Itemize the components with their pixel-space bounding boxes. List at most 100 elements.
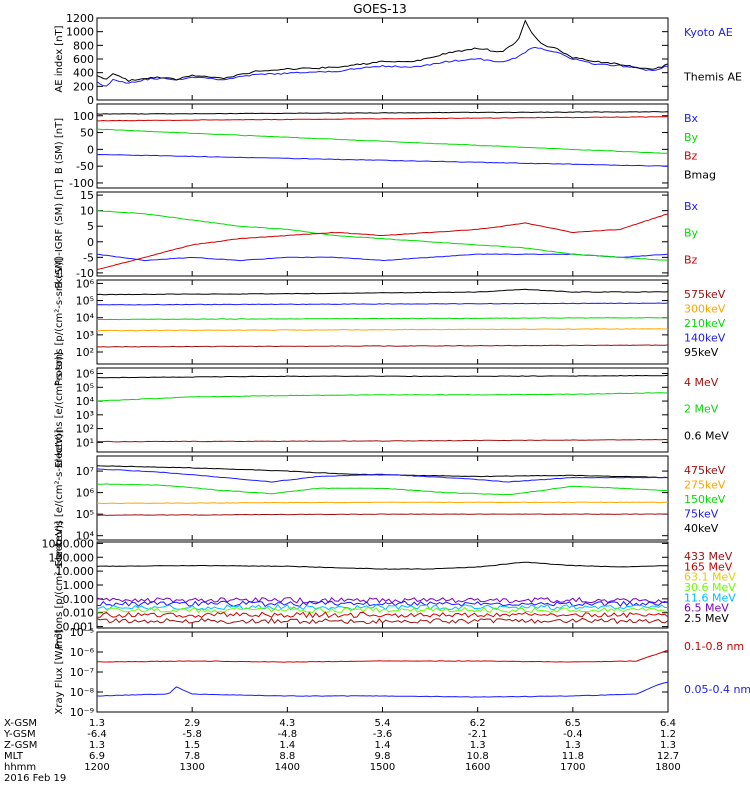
axis-row-label: X-GSM (4, 718, 37, 729)
panel-ylabel: Electrons [e/(cm²-s-sr-keV)] (54, 429, 65, 566)
legend-entry: 11.6 MeV (684, 591, 736, 604)
axis-value: 1.3 (89, 740, 105, 751)
series-75kev (96, 468, 669, 483)
y-tick-label: 50 (80, 127, 94, 140)
y-tick-label: 100.000 (49, 551, 95, 564)
legend-entry: Bmag (684, 168, 716, 181)
axis-row-label: Y-GSM (3, 729, 36, 740)
y-tick-label: 10⁴ (76, 312, 95, 325)
series-95kev (96, 344, 669, 348)
axis-value: 1.5 (184, 740, 200, 751)
y-tick-label: 10¹ (76, 436, 94, 449)
axis-value: 11.8 (562, 751, 584, 762)
legend-entry: 0.6 MeV (684, 429, 729, 442)
series-575kev (96, 288, 669, 296)
axis-value: 12.7 (657, 751, 679, 762)
y-tick-label: 10⁴ (76, 530, 95, 543)
panel-frame-6 (96, 541, 669, 629)
series-2-mev (96, 392, 669, 402)
series-300kev (96, 302, 669, 306)
series-by (96, 128, 668, 154)
legend-entry: 433 MeV (684, 550, 733, 563)
axis-value: 1.3 (565, 740, 581, 751)
axis-value: 6.5 (565, 718, 581, 729)
legend-entry: 140keV (684, 332, 726, 345)
series-40kev (96, 465, 669, 479)
panel-ylabel: Protons [p/(cm²-s-sr-keV)] (54, 258, 65, 386)
legend-entry: Kyoto AE (684, 26, 733, 39)
series-6-5-mev (96, 596, 669, 604)
y-tick-label: 0 (87, 236, 94, 249)
legend-entry: 210keV (684, 317, 726, 330)
axis-value: 1.3 (89, 718, 105, 729)
legend-entry: 300keV (684, 303, 726, 316)
panel-frame-1 (96, 103, 669, 189)
legend-entry: 30.6 MeV (684, 581, 736, 594)
legend-entry: 0.05-0.4 nm (684, 683, 750, 696)
axis-value: 1500 (370, 762, 395, 773)
axis-value: 6.4 (660, 718, 676, 729)
series-140kev (96, 328, 668, 332)
y-tick-label: 200 (73, 80, 94, 93)
series-bz (97, 116, 669, 122)
panel-ylabel: Electrons [e/(cm²-s-sr)] (54, 352, 65, 468)
axis-value: 1600 (465, 762, 490, 773)
legend-entry: By (684, 131, 699, 144)
axis-value: 2.9 (184, 718, 200, 729)
series-kyoto-ae (96, 46, 669, 87)
legend-entry: 165 MeV (684, 560, 733, 573)
series-bx (96, 153, 669, 167)
panel-frame-5 (96, 455, 669, 541)
y-tick-label: 0.001 (63, 621, 95, 634)
legend-entry: 40keV (684, 522, 719, 535)
series-themis-ae (96, 19, 669, 83)
legend-entry: 63.1 MeV (684, 571, 736, 584)
y-tick-label: 10⁶ (76, 487, 95, 500)
plot-title: GOES-13 (353, 2, 407, 16)
panel-frame-4 (96, 367, 669, 453)
panel-ylabel: AE index [nT] (54, 25, 65, 92)
y-tick-label: 0 (87, 143, 94, 156)
axis-row-label: hhmm (4, 762, 36, 773)
y-tick-label: 1000 (66, 26, 94, 39)
legend-entry: 575keV (684, 288, 726, 301)
y-tick-label: 10² (76, 423, 94, 436)
axis-value: -6.4 (87, 729, 107, 740)
series-0-05-0-4-nm (96, 681, 669, 698)
axis-value: 1.4 (375, 740, 391, 751)
legend-entry: 2 MeV (684, 403, 719, 416)
axis-value: 6.2 (470, 718, 486, 729)
y-tick-label: 0.010 (63, 607, 95, 620)
panel-ylabel: B (SM)-IGRF (SM) [nT] (54, 179, 65, 288)
y-tick-label: 0.100 (63, 593, 95, 606)
y-tick-label: 10⁵ (76, 508, 94, 521)
y-tick-label: 10³ (76, 409, 94, 422)
axis-value: 1400 (275, 762, 300, 773)
series-475kev (97, 513, 668, 516)
axis-row-label: 2016 Feb 19 (4, 773, 66, 784)
legend-entry: Bz (684, 150, 698, 163)
axis-value: -3.6 (373, 729, 393, 740)
y-tick-label: 5 (87, 220, 94, 233)
panel-ylabel: Xray Flux [W/m²] (54, 629, 65, 714)
y-tick-label: 1200 (66, 12, 94, 25)
y-tick-label: 10⁴ (76, 395, 95, 408)
series-210kev (97, 316, 669, 321)
series-0-1-0-8-nm (97, 649, 669, 663)
axis-value: 1300 (179, 762, 204, 773)
series-63-1-mev (96, 606, 669, 614)
panel-frame-7 (96, 631, 669, 713)
axis-value: -0.4 (563, 729, 583, 740)
y-tick-label: 100 (73, 110, 94, 123)
panel-ylabel: B (SM) [nT] (54, 118, 65, 174)
legend-entry: 475keV (684, 464, 726, 477)
y-tick-label: 800 (73, 39, 94, 52)
axis-value: 4.3 (279, 718, 295, 729)
y-tick-label: 600 (73, 53, 94, 66)
axis-value: -2.1 (468, 729, 488, 740)
axis-value: 1700 (560, 762, 585, 773)
y-tick-label: 1.000 (63, 579, 95, 592)
y-tick-label: -100 (69, 177, 94, 190)
